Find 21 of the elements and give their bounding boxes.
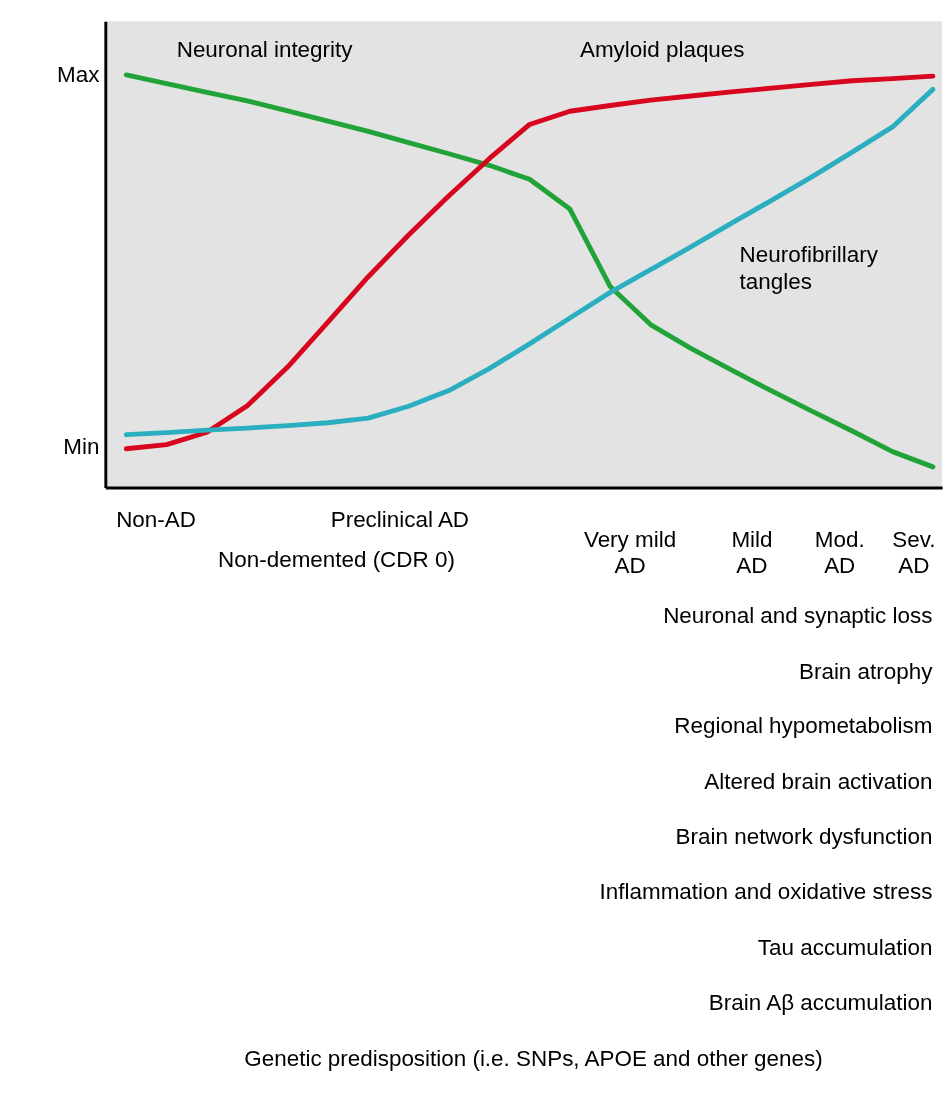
text: Max [57, 61, 100, 87]
text: Mild AD [731, 526, 773, 579]
text: Brain atrophy [799, 658, 934, 684]
series-label: Amyloid plaques [579, 37, 745, 63]
text: Mod. AD [814, 526, 865, 579]
text: Sev. AD [892, 526, 936, 579]
text: Inflammation and oxidative stress [599, 879, 933, 905]
text: Preclinical AD [330, 507, 470, 533]
text: Neuronal and synaptic loss [663, 603, 933, 629]
text: Very mild AD [583, 526, 677, 579]
series-label: Neuronal integrity [176, 37, 354, 63]
text: Regional hypometabolism [674, 713, 933, 739]
series-label: Neurofibrillary tangles [739, 242, 879, 294]
text: Altered brain activation [704, 768, 933, 794]
text: Brain network dysfunction [675, 824, 933, 850]
text: Tau accumulation [757, 934, 933, 960]
text: Brain Aβ accumulation [708, 990, 933, 1016]
text: Genetic predisposition (i.e. SNPs, APOE and other genes) [244, 1045, 823, 1071]
text: Min [63, 434, 100, 460]
text: Non-demented (CDR 0) [218, 547, 455, 573]
text: Non-AD [116, 507, 196, 533]
